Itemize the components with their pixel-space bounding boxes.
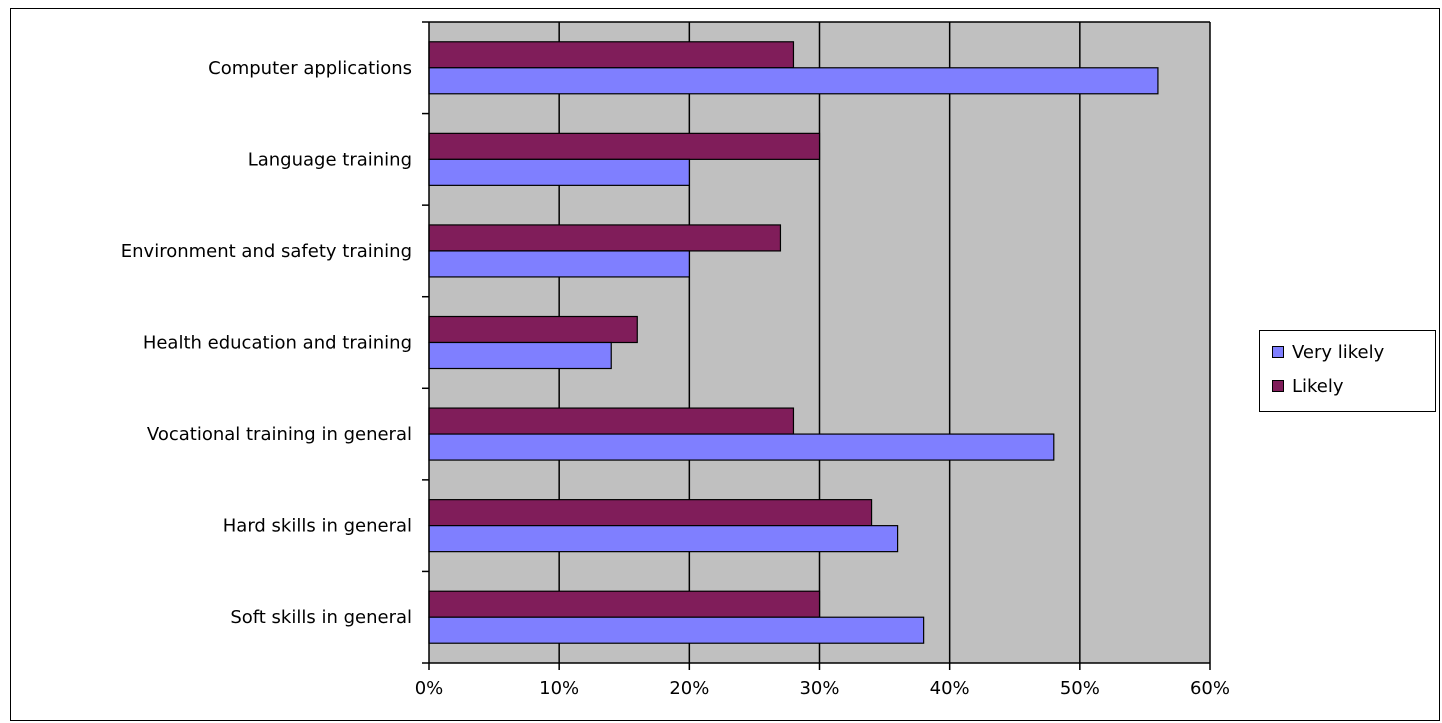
bar-likely xyxy=(428,499,873,527)
category-label: Vocational training in general xyxy=(147,424,412,445)
bar-very-likely xyxy=(428,67,1159,95)
x-tick-label: 0% xyxy=(415,678,444,699)
category-label: Hard skills in general xyxy=(223,516,412,537)
legend-label-likely: Likely xyxy=(1292,375,1344,397)
category-label: Soft skills in general xyxy=(230,607,412,628)
bar-likely xyxy=(428,315,638,344)
legend-item-likely: Likely xyxy=(1272,375,1344,397)
x-tick-label: 50% xyxy=(1060,678,1100,699)
bar-likely xyxy=(428,590,821,618)
bar-likely xyxy=(428,407,795,435)
legend-item-very-likely: Very likely xyxy=(1272,341,1384,363)
legend-label-very-likely: Very likely xyxy=(1292,341,1385,363)
category-label: Computer applications xyxy=(208,58,412,79)
bar-likely xyxy=(428,41,795,69)
chart-frame xyxy=(10,8,1440,721)
x-tick-label: 60% xyxy=(1190,678,1230,699)
bar-very-likely xyxy=(428,158,690,186)
category-label: Environment and safety training xyxy=(121,241,412,262)
bar-very-likely xyxy=(428,433,1055,461)
bar-likely xyxy=(428,224,782,252)
bar-very-likely xyxy=(428,525,899,553)
bar-very-likely xyxy=(428,341,612,370)
x-tick-label: 20% xyxy=(669,678,709,699)
bar-very-likely xyxy=(428,250,690,278)
x-tick-label: 40% xyxy=(930,678,970,699)
legend-swatch-very-likely xyxy=(1272,346,1284,358)
legend-swatch-likely xyxy=(1272,380,1284,392)
bar-likely xyxy=(428,132,821,160)
category-label: Health education and training xyxy=(143,333,412,354)
category-label: Language training xyxy=(248,149,412,170)
x-tick-label: 30% xyxy=(799,678,839,699)
legend: Very likely Likely xyxy=(1259,330,1436,412)
bar-very-likely xyxy=(428,616,925,644)
x-tick-label: 10% xyxy=(539,678,579,699)
